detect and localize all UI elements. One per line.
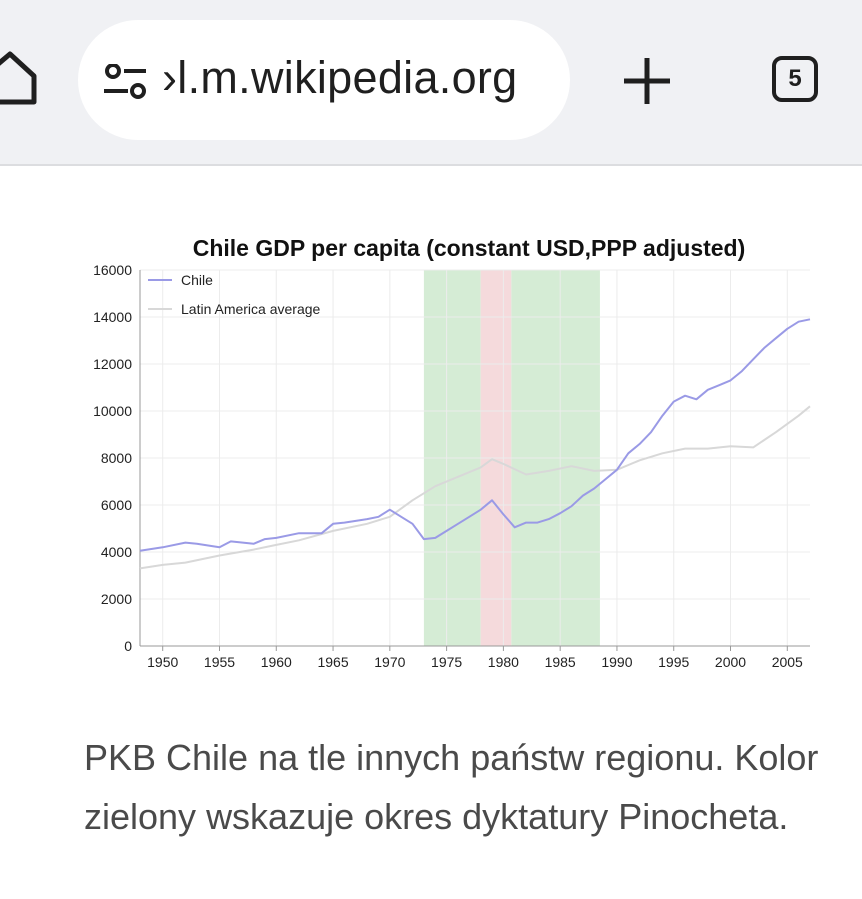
y-tick-label: 12000 (93, 356, 132, 372)
y-tick-label: 16000 (93, 262, 132, 278)
tab-switcher-icon[interactable]: 5 (772, 56, 818, 102)
x-tick-label: 1990 (601, 654, 632, 670)
y-tick-label: 10000 (93, 403, 132, 419)
y-tick-label: 6000 (101, 497, 132, 513)
gdp-chart: 0 2000 4000 6000 8000 10000 12000 14000 16000 195… (93, 235, 811, 670)
y-tick-label: 14000 (93, 309, 132, 325)
y-tick-label: 2000 (101, 591, 132, 607)
y-tick-label: 8000 (101, 450, 132, 466)
legend-label: Chile (181, 272, 213, 288)
series-line-latin-america-average (139, 405, 811, 570)
x-tick-label: 2005 (772, 654, 803, 670)
x-tick-label: 1960 (261, 654, 292, 670)
x-tick-label: 1985 (545, 654, 576, 670)
legend-label: Latin America average (181, 301, 321, 317)
address-bar[interactable] (78, 20, 570, 140)
y-tick-label: 0 (124, 638, 132, 654)
url-text[interactable]: ›l.m.wikipedia.org (162, 52, 518, 103)
home-icon[interactable] (0, 48, 40, 108)
chart-title: Chile GDP per capita (constant USD,PPP a… (193, 235, 746, 261)
x-tick-label: 2000 (715, 654, 746, 670)
figure-caption: PKB Chile na tle innych państw regionu. … (84, 737, 819, 837)
site-settings-icon[interactable] (100, 64, 148, 100)
browser-toolbar: ›l.m.wikipedia.org 5 (0, 0, 862, 166)
x-tick-label: 1955 (204, 654, 235, 670)
x-tick-label: 1965 (317, 654, 348, 670)
x-tick-label: 1970 (374, 654, 405, 670)
series-line-chile (139, 318, 811, 552)
x-tick-label: 1995 (658, 654, 689, 670)
x-tick-label: 1975 (431, 654, 462, 670)
y-tick-label: 4000 (101, 544, 132, 560)
x-tick-label: 1980 (488, 654, 519, 670)
chart-legend: Chile Latin America average (148, 272, 321, 317)
new-tab-plus-icon[interactable] (620, 54, 674, 108)
x-tick-label: 1950 (147, 654, 178, 670)
